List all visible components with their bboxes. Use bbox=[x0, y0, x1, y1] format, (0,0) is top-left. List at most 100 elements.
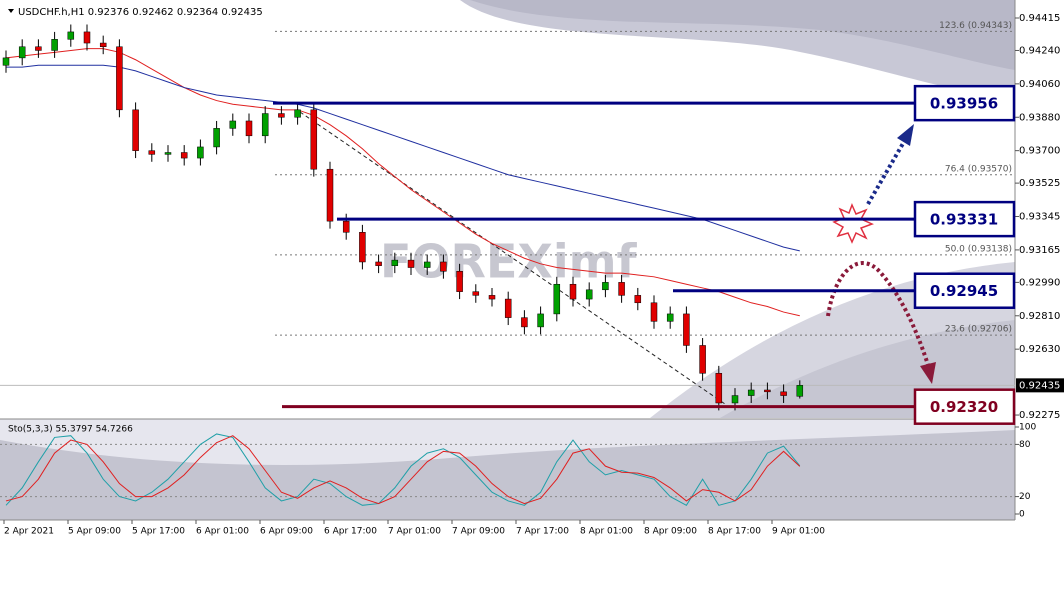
x-tick-label: 6 Apr 17:00 bbox=[324, 527, 377, 537]
candle-body bbox=[472, 291, 480, 296]
current-price-label: 0.92435 bbox=[1019, 380, 1060, 391]
candle-body bbox=[618, 282, 625, 296]
x-tick-label: 7 Apr 09:00 bbox=[452, 527, 505, 537]
candle-body bbox=[359, 232, 366, 263]
x-tick-label: 5 Apr 17:00 bbox=[132, 527, 185, 537]
y-tick-label: 0.94060 bbox=[1019, 79, 1060, 90]
y-tick-label: 0.92275 bbox=[1019, 410, 1060, 421]
candle-body bbox=[796, 385, 804, 397]
candle-body bbox=[407, 259, 415, 268]
candle-body bbox=[553, 283, 561, 315]
starburst bbox=[832, 203, 874, 244]
candle-body bbox=[310, 109, 318, 170]
candle-body bbox=[294, 109, 301, 118]
candle-body bbox=[715, 373, 723, 404]
level-label: 0.93956 bbox=[930, 95, 998, 113]
candle-body bbox=[83, 31, 91, 44]
candle-body bbox=[440, 261, 447, 272]
candle-body bbox=[51, 39, 58, 51]
level-label: 0.92945 bbox=[930, 282, 998, 300]
candle-body bbox=[148, 150, 156, 155]
y-tick-label: 80 bbox=[1019, 440, 1031, 450]
y-tick-label: 0 bbox=[1019, 510, 1025, 520]
x-tick-label: 7 Apr 17:00 bbox=[516, 527, 569, 537]
candle-body bbox=[67, 31, 75, 40]
candle-body bbox=[602, 282, 609, 291]
candle-body bbox=[780, 391, 787, 396]
candle-body bbox=[2, 57, 10, 66]
y-tick-label: 0.93525 bbox=[1019, 178, 1060, 189]
candle-body bbox=[391, 259, 399, 266]
x-tick-label: 9 Apr 01:00 bbox=[772, 527, 825, 537]
level-label: 0.93331 bbox=[930, 211, 998, 229]
candle-body bbox=[261, 113, 269, 137]
candle-body bbox=[456, 270, 463, 292]
watermark: FOREXimf bbox=[380, 235, 638, 289]
candle-body bbox=[245, 120, 253, 137]
trend-line bbox=[299, 111, 726, 405]
candle-body bbox=[229, 120, 237, 129]
candle-body bbox=[197, 146, 204, 159]
y-tick-label: 0.93700 bbox=[1019, 146, 1060, 157]
decor-swoosh bbox=[0, 419, 1015, 465]
level-box bbox=[913, 200, 1016, 238]
fib-label: 123.6 (0.94343) bbox=[939, 21, 1012, 31]
y-tick-label: 0.92630 bbox=[1019, 344, 1060, 355]
candle-body bbox=[18, 46, 26, 59]
x-tick-label: 5 Apr 09:00 bbox=[68, 527, 121, 537]
y-tick-label: 0.94240 bbox=[1019, 45, 1060, 56]
candle-body bbox=[164, 152, 172, 155]
moving-average bbox=[6, 64, 800, 252]
y-tick-label: 0.93165 bbox=[1019, 245, 1060, 256]
y-tick-label: 0.93345 bbox=[1019, 212, 1060, 223]
candle-body bbox=[764, 389, 771, 393]
arrow-head bbox=[897, 124, 914, 146]
candle-body bbox=[116, 46, 123, 111]
candle-body bbox=[569, 283, 577, 300]
moving-average bbox=[5, 48, 800, 317]
candle-body bbox=[213, 128, 220, 148]
candle-body bbox=[699, 345, 706, 374]
candle-body bbox=[99, 42, 107, 48]
x-tick-label: 7 Apr 01:00 bbox=[388, 527, 441, 537]
candle-body bbox=[747, 389, 755, 396]
candle-body bbox=[585, 289, 593, 300]
level-box bbox=[913, 388, 1016, 425]
candle-body bbox=[342, 220, 350, 233]
y-tick-label: 0.93880 bbox=[1019, 112, 1060, 123]
arrow bbox=[866, 138, 907, 206]
candle-body bbox=[423, 261, 431, 268]
candle-body bbox=[634, 295, 642, 304]
candle-body bbox=[375, 261, 382, 266]
y-tick-label: 0.92990 bbox=[1019, 277, 1060, 288]
candle-body bbox=[650, 302, 658, 322]
candle-body bbox=[180, 152, 188, 159]
level-box bbox=[913, 272, 1016, 309]
indicator-label: Sto(5,3,3) 55.3797 54.7266 bbox=[8, 425, 133, 435]
y-tick-label: 20 bbox=[1019, 492, 1031, 502]
candle-body bbox=[35, 46, 42, 51]
stochastic-line bbox=[5, 435, 801, 505]
y-tick-label: 0.92810 bbox=[1019, 311, 1060, 322]
y-tick-label: 100 bbox=[1019, 423, 1036, 433]
level-box bbox=[913, 84, 1016, 122]
fib-label: 76.4 (0.93570) bbox=[945, 164, 1012, 174]
level-label: 0.92320 bbox=[930, 398, 998, 416]
candle-body bbox=[521, 317, 528, 328]
x-tick-label: 8 Apr 09:00 bbox=[644, 527, 697, 537]
arrow-head bbox=[920, 362, 936, 384]
stochastic-line bbox=[5, 433, 801, 506]
fib-label: 50.0 (0.93138) bbox=[945, 244, 1012, 254]
candle-body bbox=[537, 313, 544, 328]
decor-swoosh bbox=[470, 0, 1015, 70]
x-tick-label: 8 Apr 01:00 bbox=[580, 527, 633, 537]
x-tick-label: 8 Apr 17:00 bbox=[708, 527, 761, 537]
candle-body bbox=[666, 313, 674, 322]
y-tick-label: 0.94415 bbox=[1019, 13, 1060, 24]
candle-body bbox=[278, 113, 285, 118]
candle-body bbox=[504, 298, 512, 318]
candle-body bbox=[326, 168, 334, 222]
candle-body bbox=[731, 395, 739, 404]
menu-triangle bbox=[8, 9, 14, 13]
